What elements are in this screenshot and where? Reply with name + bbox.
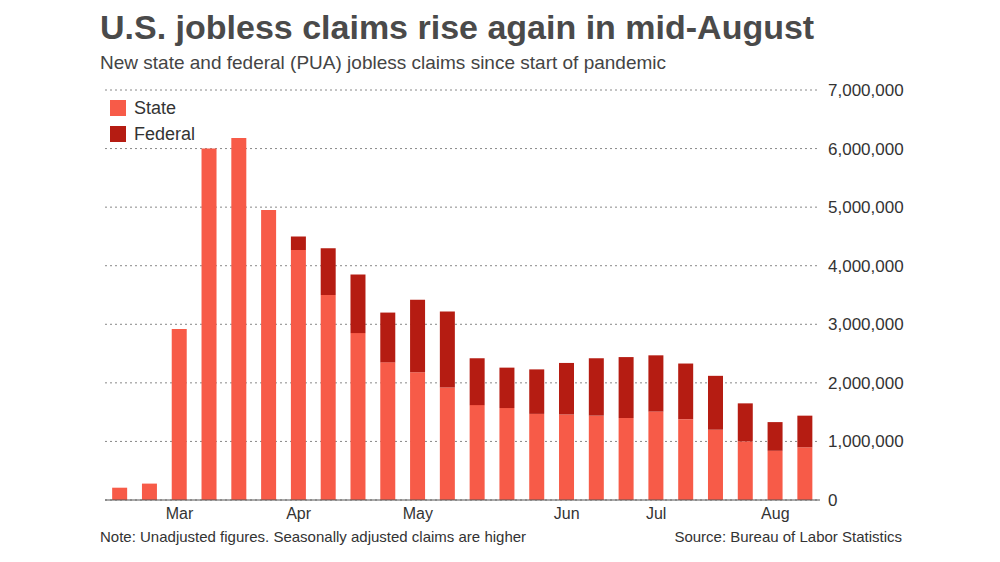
svg-text:7,000,000: 7,000,000	[828, 81, 904, 100]
svg-text:Jun: Jun	[554, 505, 580, 522]
svg-text:3,000,000: 3,000,000	[828, 315, 904, 334]
svg-text:Apr: Apr	[286, 505, 312, 522]
svg-text:Jul: Jul	[646, 505, 666, 522]
svg-text:1,000,000: 1,000,000	[828, 432, 904, 451]
svg-text:Aug: Aug	[761, 505, 789, 522]
html-text:Source: Bureau of Labor Statis: Source: Bureau of Labor Statistics	[674, 528, 902, 545]
svg-text:4,000,000: 4,000,000	[828, 257, 904, 276]
svg-text:6,000,000: 6,000,000	[828, 140, 904, 159]
html-text:New state and federal (PUA) jo: New state and federal (PUA) jobless clai…	[100, 52, 666, 73]
svg-text:5,000,000: 5,000,000	[828, 198, 904, 217]
svg-text:2,000,000: 2,000,000	[828, 374, 904, 393]
html-text:State: State	[134, 97, 176, 118]
svg-text:0: 0	[828, 491, 837, 510]
html-text:Federal: Federal	[134, 123, 195, 144]
svg-text:May: May	[403, 505, 433, 522]
html-text:Note: Unadjusted figures. Seas: Note: Unadjusted figures. Seasonally adj…	[100, 528, 527, 545]
svg-text:Mar: Mar	[166, 505, 194, 522]
html-text:U.S. jobless claims rise again: U.S. jobless claims rise again in mid-Au…	[100, 8, 815, 46]
